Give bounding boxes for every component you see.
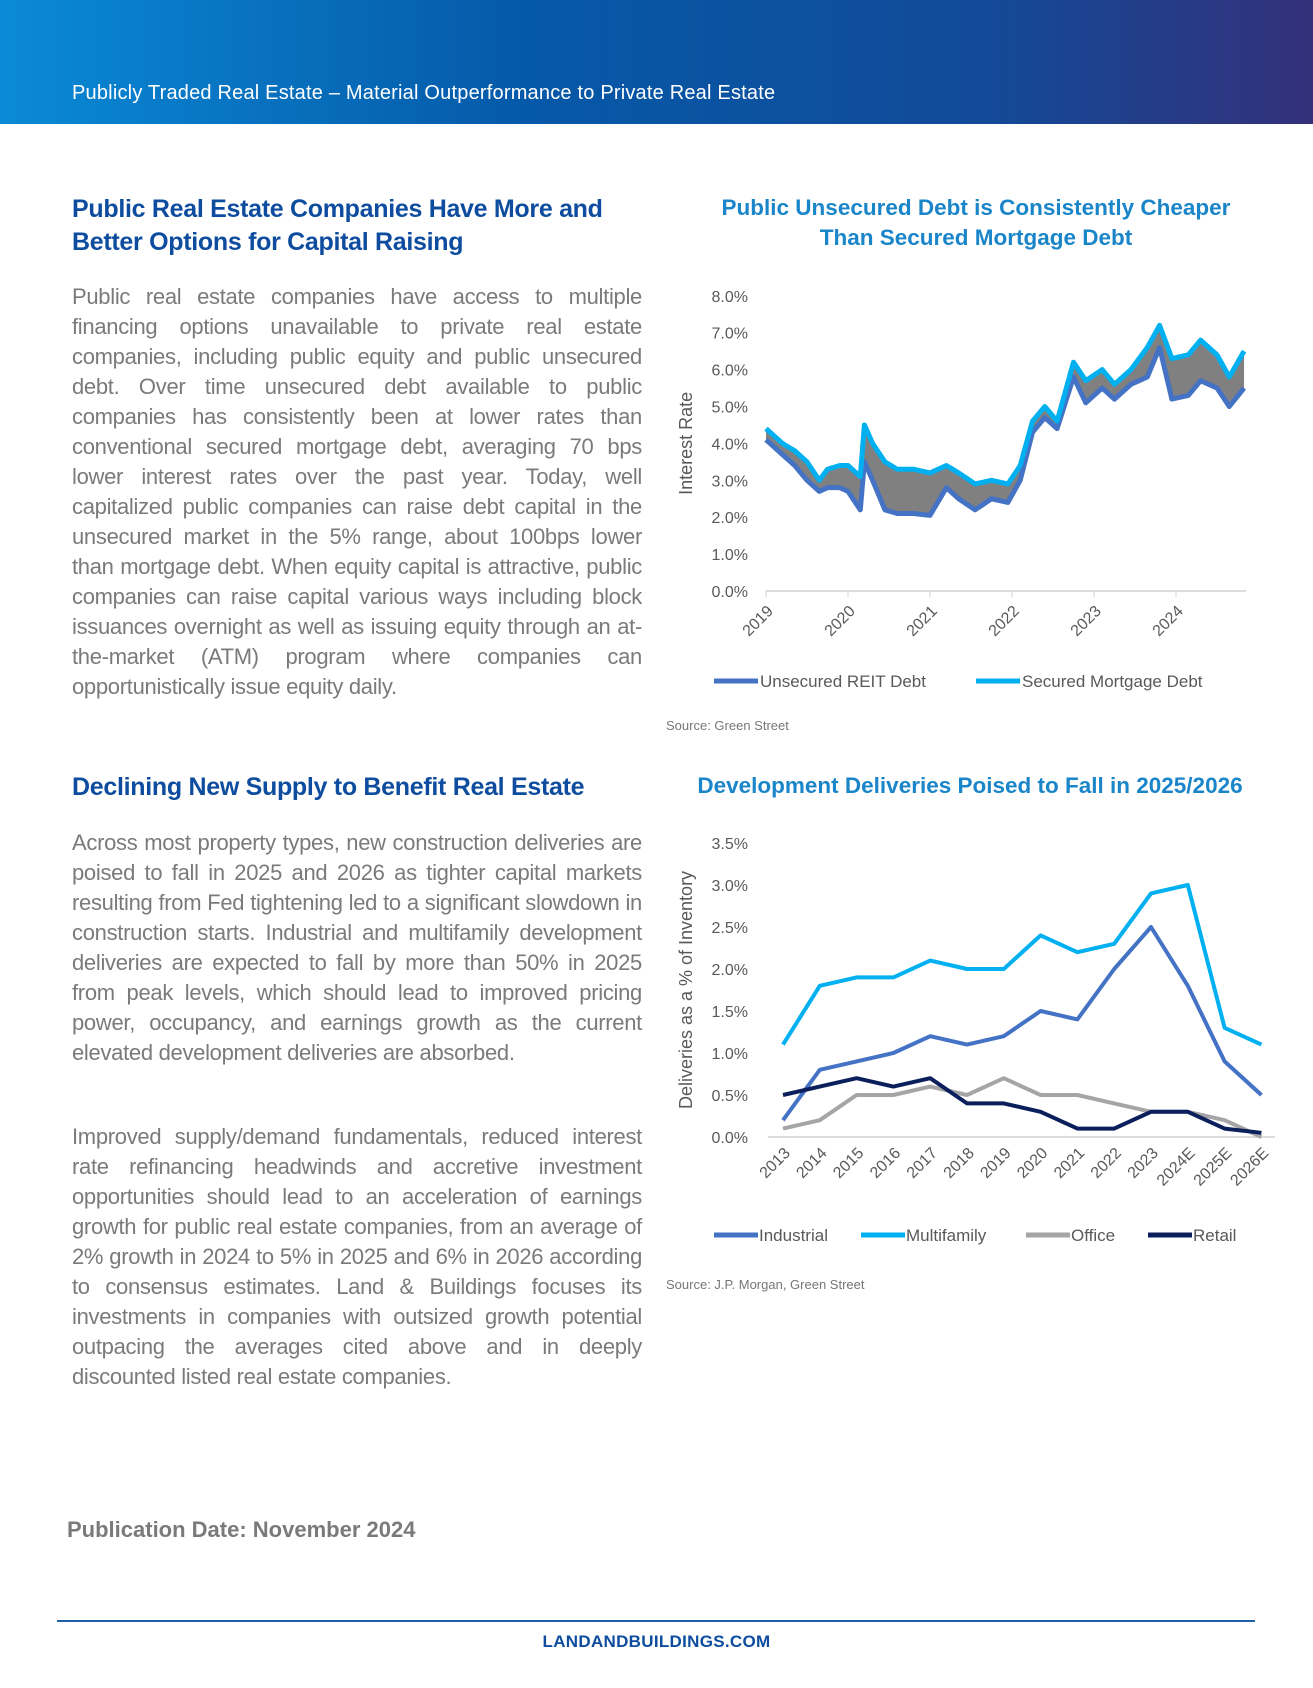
chart2-series-line-multifamily: [781, 883, 1263, 1047]
chart1-y-tick: 5.0%: [712, 400, 748, 417]
chart2-y-axis-label: Deliveries as a % of Inventory: [676, 871, 696, 1109]
chart2-x-tick: 2019: [977, 1145, 1014, 1182]
chart2-x-tick: 2023: [1125, 1145, 1162, 1182]
chart2-legend-label: Multifamily: [906, 1226, 987, 1245]
chart1-y-tick: 3.0%: [712, 473, 748, 490]
chart2-y-tick: 2.5%: [712, 920, 748, 937]
chart1-y-tick: 0.0%: [712, 584, 748, 601]
footer-website-link[interactable]: LANDANDBUILDINGS.COM: [542, 1632, 771, 1651]
section2-body1: Across most property types, new construc…: [72, 830, 642, 1065]
chart1-x-tick: 2024: [1150, 603, 1187, 640]
chart1-y-tick: 6.0%: [712, 363, 748, 380]
chart2-x-tick: 2015: [830, 1145, 867, 1182]
page-header-banner: Publicly Traded Real Estate – Material O…: [0, 0, 1313, 124]
chart2-x-tick: 2026E: [1227, 1145, 1272, 1190]
chart1-legend-label: Unsecured REIT Debt: [760, 672, 926, 691]
chart1-legend-label: Secured Mortgage Debt: [1022, 672, 1203, 691]
chart2-x-tick: 2020: [1014, 1145, 1051, 1182]
chart1-y-tick: 4.0%: [712, 436, 748, 453]
chart2-legend-label: Retail: [1193, 1226, 1236, 1245]
chart2-x-tick: 2017: [904, 1145, 941, 1182]
chart2-x-tick: 2025E: [1191, 1145, 1236, 1190]
chart2-source: Source: J.P. Morgan, Green Street: [666, 1277, 865, 1292]
chart2-legend-label: Office: [1071, 1226, 1115, 1245]
chart1-source: Source: Green Street: [666, 718, 789, 733]
section1-heading-line2: Better Options for Capital Raising: [72, 228, 464, 256]
chart1-y-tick: 1.0%: [712, 547, 748, 564]
chart1-x-tick: 2019: [740, 603, 777, 640]
footer-divider: [57, 1620, 1255, 1622]
chart2-x-tick: 2022: [1088, 1145, 1125, 1182]
section1-heading-line1: Public Real Estate Companies Have More a…: [72, 195, 603, 223]
chart1-y-tick: 2.0%: [712, 510, 748, 527]
chart2-y-tick: 3.5%: [712, 836, 748, 853]
chart1-y-tick: 8.0%: [712, 289, 748, 306]
chart2-x-tick: 2014: [793, 1145, 830, 1182]
chart1-y-axis-label: Interest Rate: [676, 392, 696, 495]
chart2-series-line-industrial: [781, 925, 1263, 1122]
chart2-y-tick: 2.0%: [712, 962, 748, 979]
chart2-title: Development Deliveries Poised to Fall in…: [697, 773, 1243, 798]
section2-heading: Declining New Supply to Benefit Real Est…: [72, 773, 585, 801]
chart1-x-tick: 2023: [1068, 603, 1105, 640]
chart2-y-tick: 0.5%: [712, 1088, 748, 1105]
chart1-spread-band: [766, 325, 1245, 516]
chart2-x-tick: 2016: [867, 1145, 904, 1182]
chart2-series-line-retail: [782, 1076, 1262, 1135]
chart2-x-tick: 2021: [1051, 1145, 1088, 1182]
chart1-title: Public Unsecured Debt is Consistently Ch…: [680, 193, 1272, 253]
chart1-series-line-secured: [764, 322, 1247, 487]
header-title: Publicly Traded Real Estate – Material O…: [72, 82, 776, 104]
chart2-x-tick: 2024E: [1154, 1145, 1199, 1190]
section2-body2: Improved supply/demand fundamentals, red…: [72, 1124, 642, 1389]
publication-date: Publication Date: November 2024: [67, 1517, 416, 1542]
chart2-y-tick: 0.0%: [712, 1130, 748, 1147]
section1-body: Public real estate companies have access…: [72, 284, 642, 699]
chart2-y-tick: 3.0%: [712, 878, 748, 895]
chart1-x-tick: 2022: [986, 603, 1023, 640]
chart1-title-line1: Public Unsecured Debt is Consistently Ch…: [721, 195, 1231, 220]
chart1-title-line2: Than Secured Mortgage Debt: [819, 225, 1133, 250]
chart2-series-line-office: [782, 1076, 1263, 1139]
chart1-y-tick: 7.0%: [712, 326, 748, 343]
chart2-y-tick: 1.5%: [712, 1004, 748, 1021]
chart1-x-tick: 2020: [822, 603, 859, 640]
chart1-series-line-unsecured: [764, 344, 1247, 518]
chart1-x-tick: 2021: [904, 603, 941, 640]
section1-heading: Public Real Estate Companies Have More a…: [72, 193, 672, 259]
chart2-legend-label: Industrial: [759, 1226, 828, 1245]
chart2-y-tick: 1.0%: [712, 1046, 748, 1063]
chart2-x-tick: 2018: [941, 1145, 978, 1182]
chart2-x-tick: 2013: [757, 1145, 794, 1182]
